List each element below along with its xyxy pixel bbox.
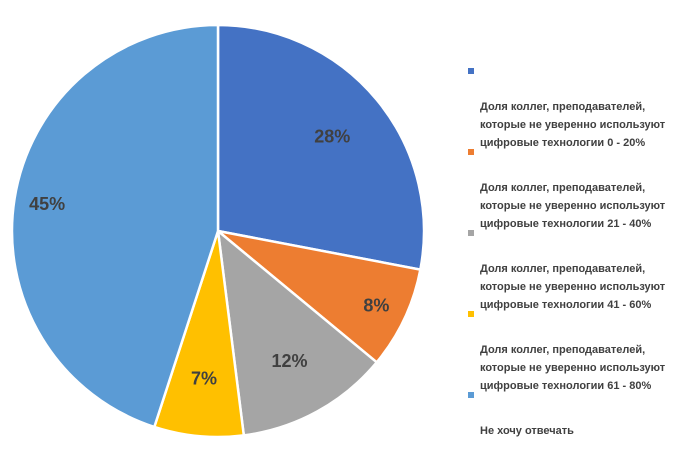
legend-item-no-answer: Не хочу отвечать <box>468 386 688 440</box>
pie-slice-41-60 <box>216 228 379 437</box>
legend-item-0-20: Доля коллег, преподавателей, которые не … <box>468 62 688 149</box>
legend-swatch-0-20 <box>468 68 474 74</box>
legend-item-61-80: Доля коллег, преподавателей, которые не … <box>468 305 688 392</box>
pie-slice-0-20 <box>216 23 426 272</box>
legend-label-61-80: Доля коллег, преподавателей, которые не … <box>480 344 666 392</box>
legend-label-21-40: Доля коллег, преподавателей, которые не … <box>480 182 666 230</box>
pie-slice-21-40 <box>217 229 422 365</box>
legend-swatch-no-answer <box>468 392 474 398</box>
legend-swatch-21-40 <box>468 149 474 155</box>
chart-legend: Доля коллег, преподавателей, которые не … <box>468 62 688 440</box>
legend-label-no-answer: Не хочу отвечать <box>480 425 574 437</box>
data-label-21-40: 8% <box>363 296 389 316</box>
legend-label-0-20: Доля коллег, преподавателей, которые не … <box>480 101 666 149</box>
legend-label-41-60: Доля коллег, преподавателей, которые не … <box>480 263 666 311</box>
legend-swatch-41-60 <box>468 230 474 236</box>
data-label-61-80: 7% <box>191 369 217 389</box>
legend-swatch-61-80 <box>468 311 474 317</box>
legend-item-41-60: Доля коллег, преподавателей, которые не … <box>468 224 688 311</box>
data-label-41-60: 12% <box>271 351 307 371</box>
legend-item-21-40: Доля коллег, преподавателей, которые не … <box>468 143 688 230</box>
data-label-no-answer: 45% <box>29 194 65 214</box>
data-label-0-20: 28% <box>314 126 350 146</box>
pie-slice-no-answer <box>10 23 220 429</box>
